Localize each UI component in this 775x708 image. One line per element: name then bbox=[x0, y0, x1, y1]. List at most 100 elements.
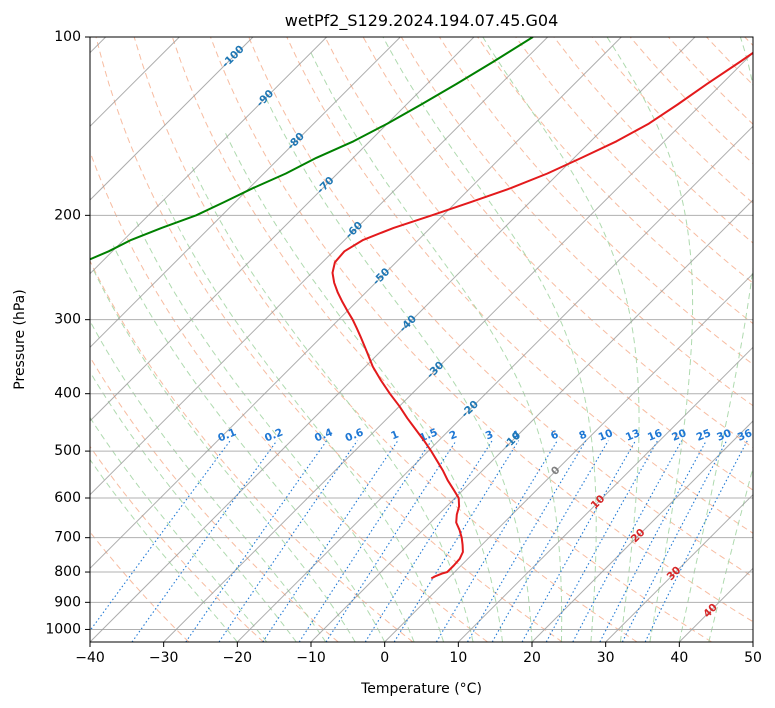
mixing-ratio-line bbox=[521, 440, 637, 642]
mixing-ratio-line bbox=[572, 440, 683, 642]
moist-adiabat-line bbox=[191, 165, 474, 642]
temperature-profile-line bbox=[331, 51, 753, 580]
dry-adiabat-line bbox=[133, 37, 638, 642]
y-tick-label: 100 bbox=[54, 29, 81, 45]
mixing-ratio-line bbox=[644, 440, 748, 642]
x-tick-label: −40 bbox=[75, 650, 105, 666]
moist-adiabat-line bbox=[91, 267, 356, 642]
x-tick-label: 20 bbox=[523, 650, 541, 666]
moist-adiabat-line bbox=[90, 320, 327, 642]
axis-ticks: −40 −30 −20 −10 0 10 20 30 40 5010020030040050060… bbox=[45, 29, 762, 666]
moist-adiabat-line bbox=[708, 465, 753, 642]
moist-adiabat-line bbox=[382, 37, 597, 642]
isotherm-line bbox=[90, 37, 622, 570]
background-lines bbox=[90, 37, 753, 642]
dry-adiabat-line bbox=[90, 259, 414, 642]
mixing-ratio-label: 10 bbox=[597, 427, 615, 444]
isotherm-line bbox=[310, 199, 753, 642]
isotherm-line bbox=[90, 37, 254, 201]
isotherm-line bbox=[90, 37, 696, 642]
isotherm-line bbox=[384, 272, 753, 642]
mixing-ratio-label: 20 bbox=[670, 427, 688, 444]
mixing-ratio-line bbox=[131, 440, 278, 642]
y-tick-label: 900 bbox=[54, 594, 81, 610]
mixing-ratio-label: 8 bbox=[577, 429, 588, 443]
y-tick-label: 300 bbox=[54, 312, 81, 328]
dry-adiabat-line bbox=[553, 37, 753, 244]
mixing-ratio-label: 0.4 bbox=[313, 426, 335, 444]
x-tick-label: −10 bbox=[296, 650, 326, 666]
mixing-ratio-label: 16 bbox=[646, 427, 664, 444]
dry-adiabat-line bbox=[286, 37, 753, 534]
mixing-ratio-label: 2 bbox=[448, 429, 459, 443]
isotherm-line bbox=[90, 37, 475, 422]
isotherm-line bbox=[90, 37, 401, 349]
dry-adiabat-line bbox=[706, 37, 753, 86]
mixing-ratio-line bbox=[298, 440, 432, 642]
mixing-ratio-label: 1 bbox=[389, 429, 400, 443]
mixing-ratio-label: 0.6 bbox=[344, 426, 366, 444]
moist-adiabat-line bbox=[606, 37, 694, 642]
line-labels: 0.1 0.2 0.4 0.6 1 1.5 2 3 4 6 8 10 13 16 20 25 30 36-100-… bbox=[216, 43, 754, 620]
mixing-ratio-line bbox=[467, 440, 587, 642]
moist-adiabat-line bbox=[90, 458, 238, 642]
y-tick-label: 200 bbox=[54, 207, 81, 223]
y-tick-label: 800 bbox=[54, 564, 81, 580]
dry-adiabat-line bbox=[95, 37, 563, 642]
y-tick-label: 500 bbox=[54, 443, 81, 459]
y-tick-label: 700 bbox=[54, 530, 81, 546]
isotherm-line bbox=[90, 37, 328, 275]
isotherm-line bbox=[531, 420, 753, 642]
isotherm-line bbox=[236, 125, 753, 642]
x-tick-label: 50 bbox=[744, 650, 762, 666]
dry-adiabat-line bbox=[90, 150, 488, 642]
dry-adiabat-line bbox=[248, 37, 753, 578]
moist-adiabat-line bbox=[90, 416, 268, 642]
moist-adiabat-line bbox=[309, 49, 563, 642]
isotherm-line bbox=[605, 493, 753, 642]
mixing-ratio-line bbox=[262, 440, 399, 642]
series-lines bbox=[90, 37, 753, 580]
y-tick-label: 600 bbox=[54, 490, 81, 506]
mixing-ratio-line bbox=[364, 440, 493, 642]
dry-adiabat-line bbox=[90, 445, 264, 642]
dry-adiabat-line bbox=[591, 37, 753, 204]
mixing-ratio-label: 0.1 bbox=[216, 426, 238, 444]
dry-adiabat-line bbox=[171, 37, 712, 642]
mixing-ratio-line bbox=[545, 440, 659, 642]
moist-adiabat-line bbox=[482, 37, 640, 642]
dry-adiabat-line bbox=[90, 531, 190, 642]
x-axis-label: Temperature (°C) bbox=[360, 681, 482, 697]
mixing-ratio-label: 3 bbox=[484, 429, 495, 443]
x-tick-label: −30 bbox=[149, 650, 179, 666]
dewpoint-profile-line bbox=[90, 37, 534, 261]
mixing-ratio-label: 4 bbox=[510, 429, 521, 443]
dry-adiabat-line bbox=[668, 37, 753, 125]
dry-adiabat-line bbox=[515, 37, 753, 284]
mixing-ratio-line bbox=[393, 440, 520, 642]
mixing-ratio-label: 25 bbox=[695, 427, 713, 444]
x-tick-label: 40 bbox=[670, 650, 688, 666]
moist-adiabat-line bbox=[90, 370, 297, 642]
y-axis-label: Pressure (hPa) bbox=[12, 289, 28, 389]
mixing-ratio-label: 36 bbox=[736, 427, 754, 444]
isotherm-line bbox=[752, 641, 753, 642]
chart-title: wetPf2_S129.2024.194.07.45.G04 bbox=[285, 11, 559, 31]
mixing-ratio-label: 6 bbox=[549, 429, 560, 443]
isotherm-line bbox=[457, 346, 753, 642]
mixing-ratio-line bbox=[435, 440, 558, 642]
x-tick-label: −20 bbox=[223, 650, 253, 666]
moist-adiabat-line bbox=[136, 221, 415, 642]
y-tick-label: 400 bbox=[54, 386, 81, 402]
isotherm-line bbox=[90, 37, 549, 496]
x-tick-label: 30 bbox=[597, 650, 615, 666]
plot-frame bbox=[89, 36, 754, 643]
dry-adiabat-line bbox=[90, 356, 339, 642]
mixing-ratio-line bbox=[599, 440, 707, 642]
moist-adiabat-line bbox=[263, 94, 533, 642]
mixing-ratio-line bbox=[185, 440, 328, 642]
mixing-ratio-line bbox=[90, 440, 231, 632]
x-tick-label: 10 bbox=[449, 650, 467, 666]
mixing-ratio-line bbox=[325, 440, 457, 642]
